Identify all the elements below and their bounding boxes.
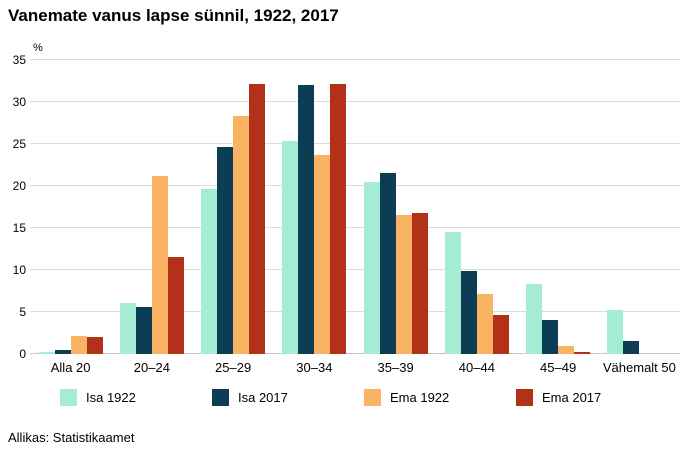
x-tick-label: 20–24 (133, 360, 170, 375)
bar-isa-2017-vähemalt-50[interactable] (623, 340, 640, 354)
bar-group-5 (355, 60, 436, 354)
bar-isa-2017-alla-20[interactable] (54, 349, 71, 354)
gridline (30, 143, 680, 144)
bar-isa-1922-45–49[interactable] (526, 284, 543, 354)
x-tick-label: 35–39 (377, 360, 414, 375)
gridline (30, 353, 680, 354)
bar-ema-1922-25–29[interactable] (233, 116, 250, 354)
bar-ema-2017-40–44[interactable] (492, 314, 509, 354)
bar-ema-2017-45–49[interactable] (574, 352, 591, 354)
percent-unit-label: % (33, 42, 43, 54)
bar-group-1 (30, 60, 111, 354)
bar-isa-1922-40–44[interactable] (444, 232, 461, 354)
y-tick-label: 25 (12, 137, 26, 151)
y-axis-labels: 0 5 10 15 20 25 30 35 (0, 53, 26, 361)
bar-isa-1922-vähemalt-50[interactable] (607, 310, 624, 354)
legend-item-isa-2017[interactable]: Isa 2017 (212, 389, 364, 406)
bar-group-3 (193, 60, 274, 354)
bar-isa-2017-45–49[interactable] (542, 319, 559, 354)
bar-group-4 (274, 60, 355, 354)
bar-group-7 (518, 60, 599, 354)
bar-ema-2017-30–34[interactable] (330, 84, 347, 354)
bar-group-6 (436, 60, 517, 354)
bar-isa-2017-35–39[interactable] (379, 172, 396, 354)
bar-group-2 (111, 60, 192, 354)
bar-group-8 (599, 60, 680, 354)
x-axis-labels: Alla 20 20–24 25–29 30–34 35–39 40–44 45–49 Väh… (30, 360, 680, 375)
bar-isa-1922-25–29[interactable] (201, 188, 218, 354)
bar-isa-1922-30–34[interactable] (282, 140, 299, 354)
bar-isa-2017-30–34[interactable] (298, 85, 315, 354)
y-tick-label: 30 (12, 95, 26, 109)
gridline (30, 269, 680, 270)
x-tick-label: Alla 20 (50, 360, 91, 375)
legend-item-ema-2017[interactable]: Ema 2017 (516, 389, 601, 406)
x-tick-label: Vähemalt 50 (602, 360, 676, 375)
legend-item-isa-1922[interactable]: Isa 1922 (60, 389, 212, 406)
page-title: Vanemate vanus lapse sünnil, 1922, 2017 (8, 6, 339, 25)
legend-label: Ema 1922 (390, 390, 450, 405)
bar-ema-1922-30–34[interactable] (314, 154, 331, 354)
x-tick-label: 45–49 (540, 360, 577, 375)
bar-isa-2017-25–29[interactable] (217, 146, 234, 354)
y-tick-label: 35 (12, 53, 26, 67)
legend-swatch-icon (60, 389, 77, 406)
y-tick-label: 5 (19, 305, 26, 319)
bar-ema-2017-20–24[interactable] (167, 256, 184, 354)
bar-ema-2017-35–39[interactable] (411, 212, 428, 354)
bar-ema-1922-alla-20[interactable] (70, 335, 87, 354)
bar-isa-1922-alla-20[interactable] (38, 352, 55, 354)
gridline (30, 227, 680, 228)
y-tick-label: 15 (12, 221, 26, 235)
gridline (30, 101, 680, 102)
legend-label: Isa 1922 (86, 390, 136, 405)
gridline (30, 59, 680, 60)
bar-ema-1922-35–39[interactable] (395, 215, 412, 354)
x-tick-label: 25–29 (215, 360, 252, 375)
bar-isa-1922-20–24[interactable] (119, 302, 136, 354)
bar-ema-1922-40–44[interactable] (476, 294, 493, 354)
bar-ema-2017-alla-20[interactable] (86, 337, 103, 354)
bar-ema-1922-45–49[interactable] (558, 346, 575, 354)
source-note: Allikas: Statistikaamet (8, 430, 135, 445)
gridline (30, 311, 680, 312)
bar-groups (30, 60, 680, 354)
gridline (30, 185, 680, 186)
y-tick-label: 20 (12, 179, 26, 193)
legend-item-ema-1922[interactable]: Ema 1922 (364, 389, 516, 406)
x-tick-label: 40–44 (458, 360, 495, 375)
y-tick-label: 10 (12, 263, 26, 277)
bar-isa-2017-20–24[interactable] (135, 306, 152, 354)
bar-ema-2017-25–29[interactable] (249, 83, 266, 354)
legend-swatch-icon (364, 389, 381, 406)
legend-label: Ema 2017 (542, 390, 602, 405)
plot-area (30, 59, 680, 354)
bar-isa-2017-40–44[interactable] (460, 270, 477, 354)
bar-ema-1922-20–24[interactable] (151, 175, 168, 354)
y-tick-label: 0 (19, 347, 26, 361)
legend-label: Isa 2017 (238, 390, 288, 405)
legend-swatch-icon (516, 389, 533, 406)
bar-isa-1922-35–39[interactable] (363, 181, 380, 354)
legend: Isa 1922 Isa 2017 Ema 1922 Ema 2017 (60, 389, 601, 406)
legend-swatch-icon (212, 389, 229, 406)
x-tick-label: 30–34 (296, 360, 333, 375)
